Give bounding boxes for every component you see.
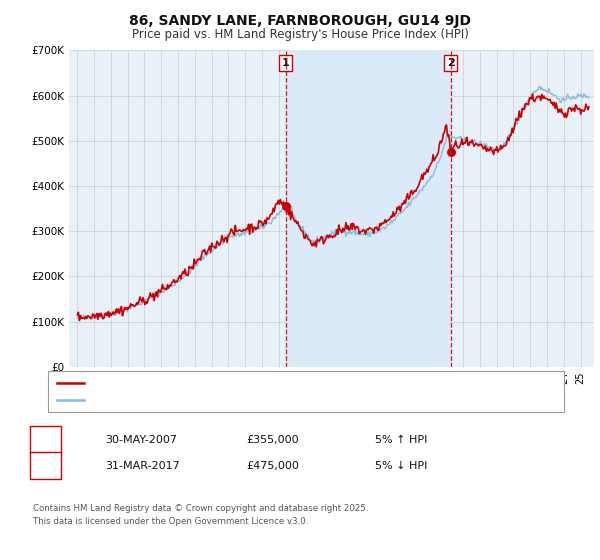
Text: 5% ↑ HPI: 5% ↑ HPI (375, 435, 427, 445)
Point (446, 148, 455, 157)
Text: £475,000: £475,000 (246, 461, 299, 471)
Text: 86, SANDY LANE, FARNBOROUGH, GU14 9JD (detached house): 86, SANDY LANE, FARNBOROUGH, GU14 9JD (d… (89, 377, 413, 388)
Text: 1: 1 (282, 58, 290, 68)
Text: £355,000: £355,000 (246, 435, 299, 445)
Text: 5% ↓ HPI: 5% ↓ HPI (375, 461, 427, 471)
Text: 2: 2 (447, 58, 454, 68)
Text: Contains HM Land Registry data © Crown copyright and database right 2025.
This d: Contains HM Land Registry data © Crown c… (33, 504, 368, 525)
Text: HPI: Average price, detached house, Rushmoor: HPI: Average price, detached house, Rush… (89, 395, 334, 405)
Text: 1: 1 (41, 433, 50, 446)
Text: 86, SANDY LANE, FARNBOROUGH, GU14 9JD: 86, SANDY LANE, FARNBOROUGH, GU14 9JD (129, 14, 471, 28)
Point (281, 202, 290, 211)
Text: 31-MAR-2017: 31-MAR-2017 (105, 461, 180, 471)
Bar (286, 50, 451, 367)
Text: 2: 2 (41, 459, 50, 473)
Text: Price paid vs. HM Land Registry's House Price Index (HPI): Price paid vs. HM Land Registry's House … (131, 28, 469, 41)
Text: 30-MAY-2007: 30-MAY-2007 (105, 435, 177, 445)
